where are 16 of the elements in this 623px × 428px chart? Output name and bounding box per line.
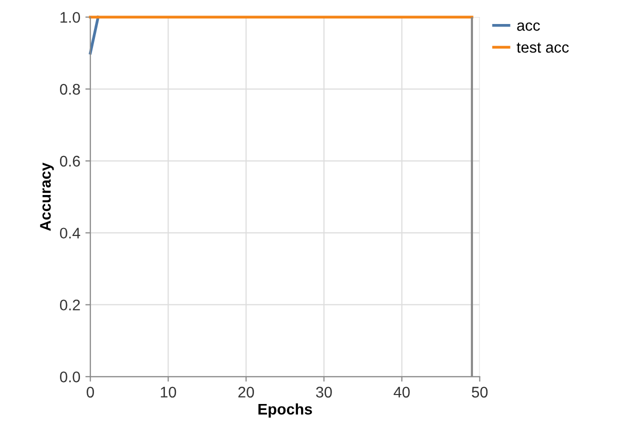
y-tick-label: 0.4 xyxy=(60,228,80,239)
x-tick-label: 40 xyxy=(394,386,410,398)
x-tick-label: 20 xyxy=(238,386,254,398)
y-tick-label: 1.0 xyxy=(60,12,80,23)
x-tick-label: 30 xyxy=(316,386,332,398)
y-tick-label: 0.0 xyxy=(60,372,80,382)
y-tick-label: 0.6 xyxy=(60,156,80,167)
x-axis-title: Epochs xyxy=(258,403,312,418)
x-tick-label: 50 xyxy=(472,386,488,398)
x-tick-label: 0 xyxy=(86,386,94,398)
y-tick-label: 0.8 xyxy=(60,84,80,95)
y-tick-label: 0.2 xyxy=(60,300,80,310)
x-tick-label: 10 xyxy=(160,386,176,398)
legend-label: acc xyxy=(517,22,540,31)
y-axis-title: Accuracy xyxy=(40,162,54,231)
legend-label: test acc xyxy=(516,42,569,53)
